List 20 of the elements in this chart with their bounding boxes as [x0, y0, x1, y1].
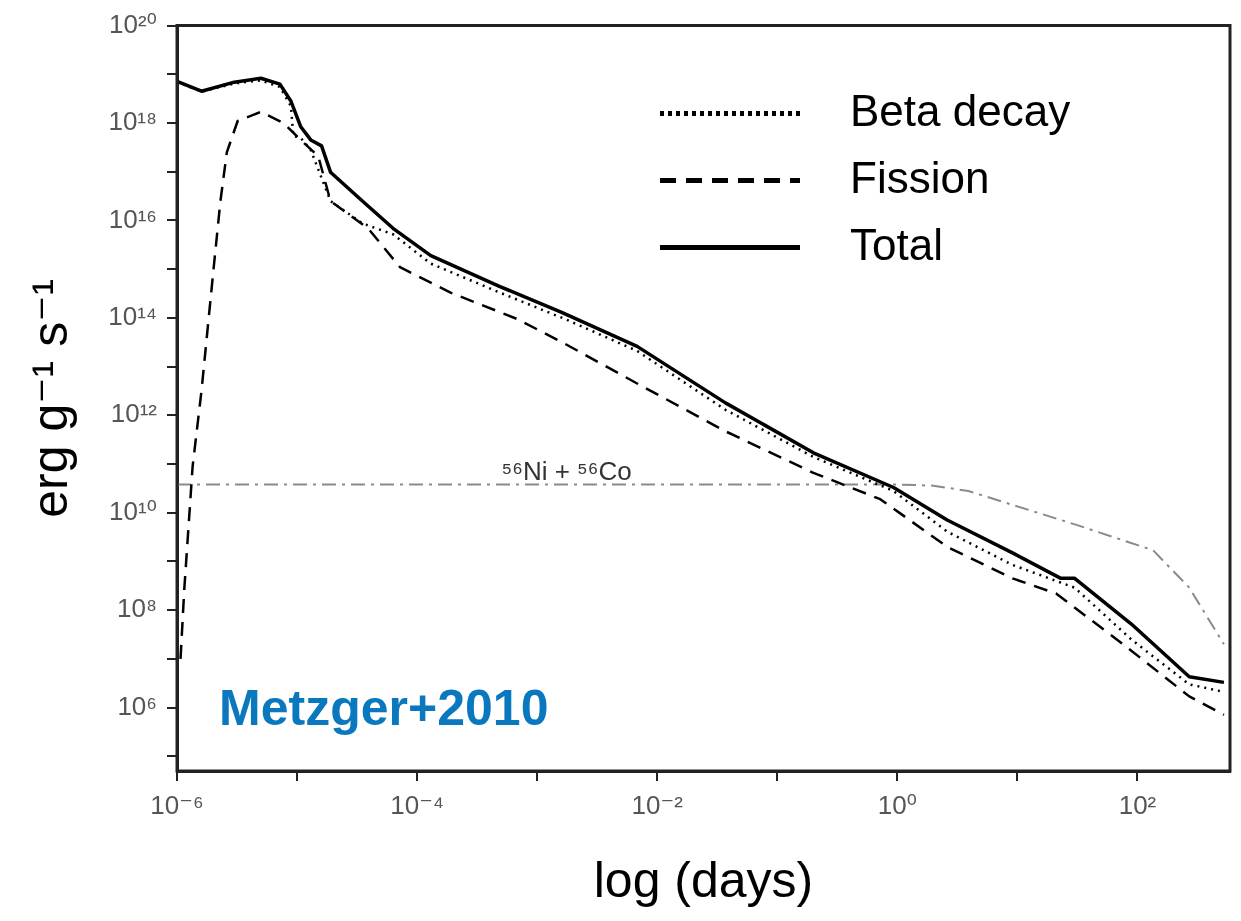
x-tick-label: 10⁻⁴ — [390, 789, 445, 820]
y-tick-label: 10¹⁸ — [108, 106, 157, 137]
y-tick-label: 10²⁰ — [108, 8, 157, 39]
x-axis-title: log (days) — [593, 851, 814, 908]
y-tick-label: 10⁶ — [117, 690, 157, 721]
legend-label: Beta decay — [850, 85, 1071, 135]
y-tick-label: 10¹² — [110, 398, 158, 429]
annotation: ⁵⁶Ni + ⁵⁶Co — [501, 456, 632, 487]
x-tick-label: 10⁰ — [877, 789, 918, 820]
legend-label: Total — [850, 219, 943, 269]
annotation: Metzger+2010 — [219, 680, 549, 737]
x-tick-label: 10² — [1118, 789, 1157, 820]
x-tick-label: 10⁻⁶ — [150, 789, 204, 820]
y-tick-label: 10⁸ — [117, 593, 157, 624]
y-tick-label: 10¹⁰ — [108, 495, 157, 526]
y-tick-label: 10¹⁴ — [108, 301, 157, 332]
x-tick-label: 10⁻² — [631, 789, 684, 820]
y-tick-label: 10¹⁶ — [108, 203, 157, 234]
y-axis-title: erg g⁻¹ s⁻¹ — [21, 278, 78, 518]
legend-label: Fission — [850, 152, 990, 202]
